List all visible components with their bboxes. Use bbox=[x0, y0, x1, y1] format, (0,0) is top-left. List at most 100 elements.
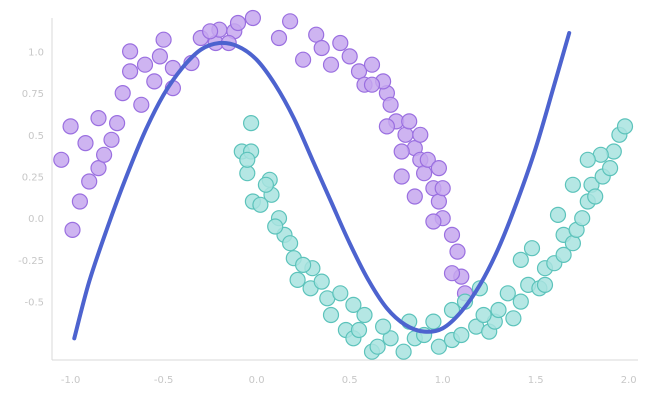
data-point-class-b bbox=[282, 235, 299, 252]
data-point-class-b bbox=[345, 296, 362, 313]
x-tick-label: 2.0 bbox=[621, 375, 637, 386]
x-tick-label: -1.0 bbox=[61, 375, 81, 386]
data-point-class-a bbox=[434, 180, 451, 197]
data-point-class-a bbox=[425, 213, 442, 230]
data-point-class-a bbox=[95, 146, 113, 163]
data-point-class-b bbox=[356, 306, 373, 324]
data-point-class-b bbox=[512, 293, 529, 310]
data-point-class-b bbox=[505, 310, 522, 327]
y-tick-label: 1.0 bbox=[28, 47, 44, 58]
data-point-class-a bbox=[146, 73, 163, 90]
data-point-class-b bbox=[382, 330, 399, 347]
data-point-class-a bbox=[62, 118, 79, 135]
data-point-class-a bbox=[449, 243, 466, 260]
data-point-class-b bbox=[616, 118, 634, 135]
data-point-class-b bbox=[252, 196, 269, 213]
scatter-series-class-b bbox=[233, 114, 634, 360]
data-point-class-b bbox=[332, 285, 349, 302]
data-point-class-b bbox=[499, 285, 516, 302]
y-tick-label: 0.5 bbox=[28, 131, 44, 142]
data-point-class-a bbox=[430, 160, 447, 177]
x-tick-label: 0.0 bbox=[249, 375, 265, 386]
data-point-class-a bbox=[114, 84, 131, 102]
data-point-class-b bbox=[313, 273, 330, 290]
data-point-class-a bbox=[443, 265, 461, 282]
data-point-class-a bbox=[406, 188, 423, 205]
data-point-class-a bbox=[103, 131, 120, 148]
data-point-class-a bbox=[393, 168, 410, 185]
decision-boundary-line bbox=[72, 31, 572, 341]
y-tick-label: 0.0 bbox=[28, 214, 44, 225]
y-tick-label: 0.25 bbox=[22, 172, 44, 183]
data-point-class-a bbox=[202, 23, 219, 40]
data-point-class-b bbox=[350, 321, 368, 339]
data-point-class-a bbox=[363, 56, 381, 73]
data-point-class-a bbox=[64, 221, 81, 238]
data-point-class-b bbox=[425, 313, 442, 330]
data-point-class-b bbox=[564, 235, 582, 252]
data-point-class-a bbox=[155, 31, 172, 48]
data-point-class-b bbox=[375, 318, 392, 335]
y-tick-label: -0.5 bbox=[24, 298, 44, 309]
x-tick-label: 1.5 bbox=[528, 375, 544, 386]
data-point-class-a bbox=[393, 143, 410, 160]
data-point-class-a bbox=[282, 13, 299, 30]
data-point-class-a bbox=[363, 76, 381, 93]
y-tick-label: -0.25 bbox=[18, 256, 44, 267]
data-point-class-b bbox=[549, 206, 567, 223]
data-point-class-a bbox=[122, 43, 139, 60]
data-point-class-a bbox=[81, 173, 98, 190]
data-point-class-a bbox=[77, 135, 94, 152]
data-point-class-b bbox=[475, 306, 492, 324]
data-point-class-b bbox=[587, 188, 604, 205]
y-tick-label: 0.75 bbox=[22, 89, 44, 100]
data-point-class-a bbox=[133, 96, 150, 113]
data-point-class-a bbox=[416, 165, 433, 182]
data-point-class-b bbox=[536, 276, 554, 293]
data-point-class-b bbox=[490, 301, 507, 319]
data-point-class-a bbox=[53, 151, 70, 168]
x-tick-label: -0.5 bbox=[154, 375, 174, 386]
data-point-class-a bbox=[419, 151, 436, 168]
x-tick-label: 0.5 bbox=[342, 375, 358, 386]
scatter-series-class-a bbox=[53, 9, 474, 302]
data-point-class-b bbox=[564, 176, 582, 193]
data-point-class-b bbox=[512, 251, 529, 268]
y-tick-labels: 1.0 0.75 0.5 0.25 0.0 -0.25 -0.5 bbox=[18, 47, 44, 308]
data-point-class-a bbox=[378, 118, 395, 135]
data-point-class-b bbox=[574, 210, 591, 227]
data-point-class-b bbox=[257, 176, 274, 193]
data-point-class-b bbox=[395, 343, 412, 360]
x-tick-labels: -1.0 -0.5 0.0 0.5 1.0 1.5 2.0 bbox=[61, 375, 637, 386]
data-point-class-b bbox=[443, 301, 461, 319]
data-point-class-a bbox=[332, 34, 349, 52]
data-point-class-a bbox=[322, 56, 340, 73]
data-point-class-b bbox=[295, 256, 312, 273]
data-point-class-a bbox=[122, 63, 139, 80]
x-tick-label: 1.0 bbox=[435, 375, 451, 386]
data-point-class-a bbox=[382, 96, 399, 113]
data-point-class-a bbox=[430, 193, 447, 210]
data-point-class-b bbox=[601, 160, 619, 177]
data-point-class-b bbox=[239, 151, 256, 168]
data-point-class-b bbox=[579, 151, 596, 168]
data-point-class-a bbox=[90, 109, 107, 127]
data-point-class-a bbox=[412, 126, 429, 143]
data-point-class-b bbox=[239, 165, 256, 182]
data-point-class-b bbox=[243, 114, 260, 132]
data-point-class-b bbox=[453, 326, 470, 344]
data-point-class-a bbox=[443, 226, 461, 243]
data-point-class-a bbox=[229, 14, 247, 32]
data-point-class-b bbox=[430, 338, 447, 355]
data-point-class-a bbox=[151, 48, 168, 65]
data-point-class-b bbox=[523, 240, 541, 257]
data-point-class-a bbox=[270, 29, 288, 47]
data-point-class-b bbox=[289, 271, 306, 288]
data-point-class-a bbox=[136, 56, 154, 73]
data-point-class-a bbox=[313, 39, 330, 57]
data-point-class-a bbox=[295, 51, 312, 68]
data-point-class-b bbox=[267, 218, 284, 235]
data-point-class-a bbox=[397, 126, 414, 143]
data-point-class-b bbox=[555, 246, 572, 263]
